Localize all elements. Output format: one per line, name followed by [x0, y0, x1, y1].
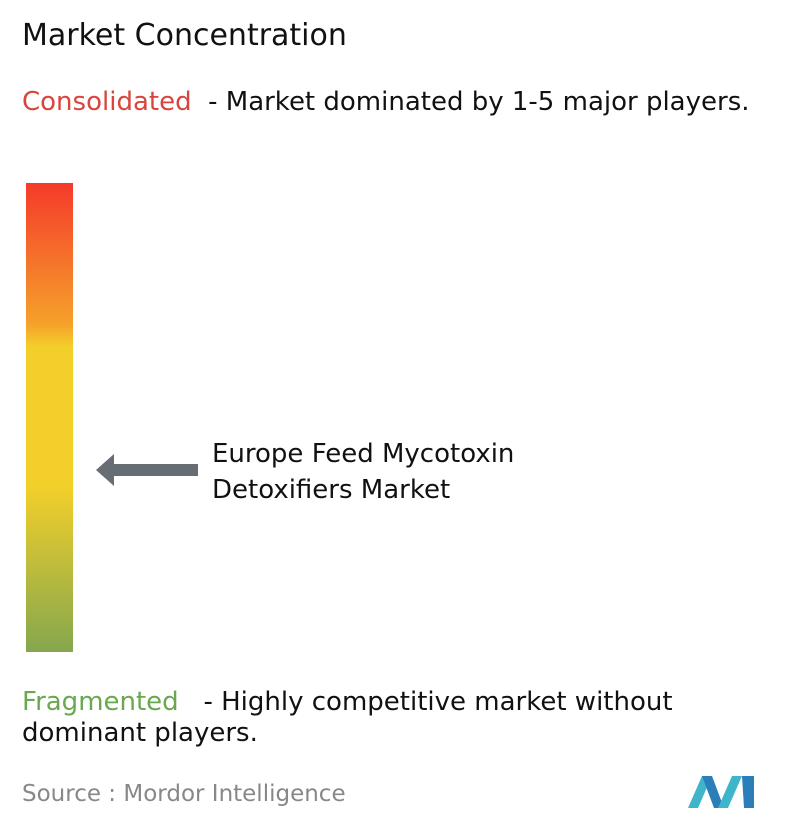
source-prefix: Source : [22, 781, 117, 807]
gradient-bar [26, 183, 73, 652]
source-name: Mordor Intelligence [123, 781, 346, 807]
consolidated-description: - Market dominated by 1-5 major players. [208, 87, 750, 117]
source: Source : Mordor Intelligence [22, 781, 346, 807]
scale-graphic [26, 183, 198, 652]
arrow-shaft [112, 464, 198, 476]
consolidated-label: Consolidated [22, 87, 192, 117]
logo [688, 776, 754, 808]
fragmented-row: Fragmented - Highly competitive market w… [22, 687, 792, 749]
fragmented-description: - Highly competitive market without domi… [22, 687, 673, 748]
market-label: Europe Feed Mycotoxin Detoxifiers Market [212, 439, 515, 505]
consolidated-row: Consolidated - Market dominated by 1-5 m… [22, 87, 792, 118]
fragmented-label: Fragmented [22, 687, 179, 717]
title: Market Concentration [22, 18, 347, 53]
arrow-head [96, 454, 114, 486]
